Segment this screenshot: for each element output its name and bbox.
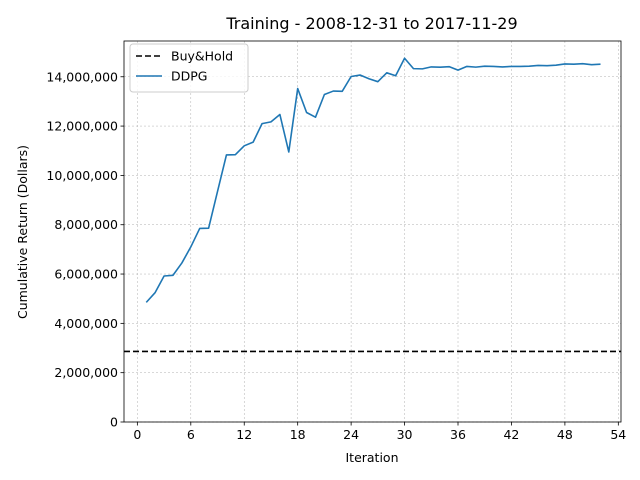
chart-title: Training - 2008-12-31 to 2017-11-29 (225, 14, 517, 33)
x-tick-label: 6 (187, 427, 195, 442)
y-axis-label: Cumulative Return (Dollars) (15, 145, 30, 319)
x-tick-label: 0 (133, 427, 141, 442)
legend-label: Buy&Hold (171, 49, 233, 64)
y-tick-label: 8,000,000 (54, 217, 118, 232)
y-tick-label: 4,000,000 (54, 316, 118, 331)
legend: Buy&Hold DDPG (129, 43, 249, 93)
x-tick-label: 12 (236, 427, 252, 442)
x-tick-label: 36 (450, 427, 466, 442)
x-axis-label: Iteration (345, 450, 398, 465)
x-tick-label: 42 (503, 427, 519, 442)
x-axis-ticks: 0 6 12 18 24 30 36 42 48 54 (133, 422, 626, 442)
y-tick-label: 10,000,000 (46, 168, 118, 183)
y-tick-label: 2,000,000 (54, 365, 118, 380)
plot-frame (123, 40, 622, 423)
x-tick-label: 30 (397, 427, 413, 442)
y-tick-label: 0 (110, 415, 118, 430)
x-tick-label: 18 (290, 427, 306, 442)
y-tick-label: 12,000,000 (46, 119, 118, 134)
series-group (124, 57, 621, 353)
x-tick-label: 54 (610, 427, 626, 442)
y-tick-label: 14,000,000 (46, 69, 118, 84)
x-tick-label: 48 (557, 427, 573, 442)
series-line-ddpg (145, 57, 601, 303)
y-tick-label: 6,000,000 (54, 267, 118, 282)
y-axis-ticks: 0 2,000,000 4,000,000 6,000,000 8,000,000 10,… (46, 69, 124, 430)
legend-label: DDPG (171, 69, 207, 84)
x-tick-label: 24 (343, 427, 359, 442)
